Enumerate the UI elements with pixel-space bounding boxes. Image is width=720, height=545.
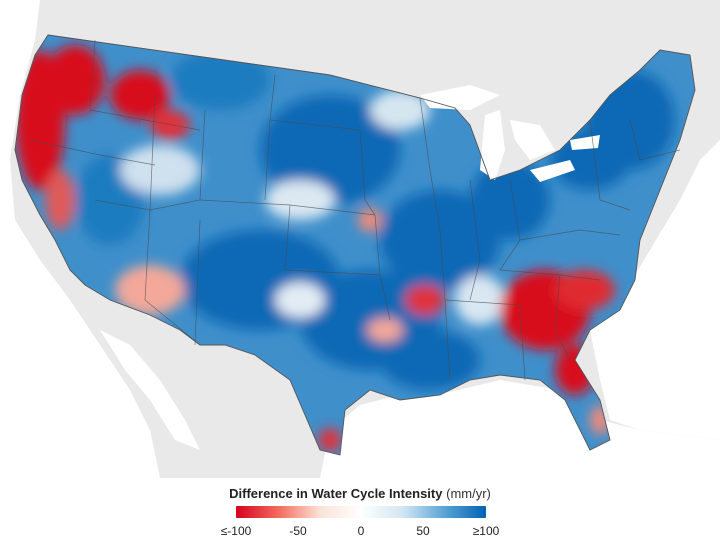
legend-color-bar bbox=[236, 506, 486, 518]
legend-tick-neg50: -50 bbox=[289, 524, 307, 538]
atlantic-ocean bbox=[590, 140, 720, 440]
legend-title: Difference in Water Cycle Intensity (mm/… bbox=[0, 486, 720, 501]
gulf-of-mexico bbox=[320, 380, 720, 478]
legend-tick-min: ≤-100 bbox=[220, 524, 252, 538]
pacific-ocean bbox=[0, 0, 160, 478]
gulf-of-california bbox=[100, 330, 200, 450]
legend-tick-max: ≥100 bbox=[472, 524, 500, 538]
legend-tick-zero: 0 bbox=[357, 524, 365, 538]
us-outline bbox=[14, 34, 696, 456]
legend-title-text: Difference in Water Cycle Intensity bbox=[229, 486, 443, 501]
legend-unit: (mm/yr) bbox=[446, 486, 491, 501]
water-cycle-map bbox=[0, 0, 720, 478]
state-borders bbox=[29, 34, 681, 381]
legend: Difference in Water Cycle Intensity (mm/… bbox=[0, 478, 720, 545]
intensity-data-layer bbox=[15, 35, 695, 455]
legend-tick-pos50: 50 bbox=[416, 524, 430, 538]
